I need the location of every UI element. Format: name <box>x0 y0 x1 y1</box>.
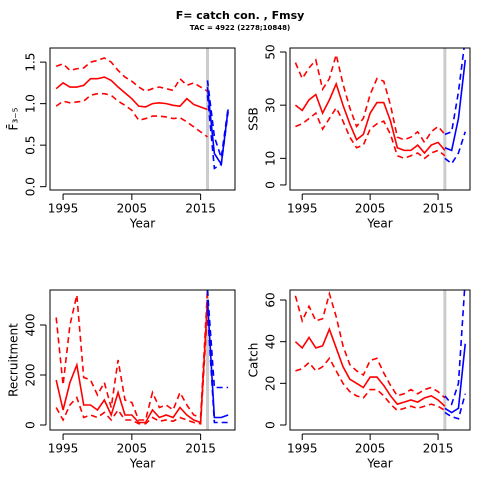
figure-subtitle: TAC = 4922 (2278;10848) <box>190 24 290 32</box>
series-line <box>295 106 446 160</box>
series-line <box>55 299 209 424</box>
series-line <box>444 343 467 414</box>
x-axis-label: Year <box>129 457 155 471</box>
y-tick-label: 30 <box>264 98 278 113</box>
y-axis-label: F̄₃₋₅ <box>6 107 20 130</box>
series-line <box>444 131 467 165</box>
series-line <box>55 57 208 93</box>
series-line <box>55 92 208 138</box>
plot-area <box>55 48 229 190</box>
y-tick-label: 1.0 <box>24 94 38 113</box>
x-tick-label: 2015 <box>185 202 216 216</box>
plot-frame <box>49 289 236 431</box>
series-line <box>294 54 446 144</box>
y-tick-label: 60 <box>264 292 278 307</box>
y-tick-label: 0.5 <box>24 136 38 155</box>
y-tick-label: 0 <box>264 181 278 189</box>
series-line <box>55 309 209 425</box>
plot-area <box>55 290 229 430</box>
series-line <box>294 290 446 399</box>
series-line <box>444 59 467 152</box>
plot-frame <box>289 47 471 191</box>
series-line <box>55 290 209 421</box>
series-line <box>444 290 466 406</box>
x-tick-label: 1995 <box>287 442 318 456</box>
y-tick-label: 400 <box>24 314 38 337</box>
y-tick-label: 50 <box>264 44 278 59</box>
series-line <box>206 290 229 389</box>
x-tick-label: 1995 <box>48 442 79 456</box>
x-tick-label: 2015 <box>185 442 216 456</box>
y-tick-label: 0 <box>24 421 38 429</box>
series-line <box>206 86 229 167</box>
plot-frame <box>49 47 236 191</box>
y-axis-label: SSB <box>247 107 261 130</box>
x-tick-label: 1995 <box>48 202 79 216</box>
y-axis-label: Catch <box>247 343 261 378</box>
x-tick-label: 2005 <box>117 202 148 216</box>
plot-area <box>294 290 467 430</box>
figure-title: F= catch con. , Fmsy <box>176 9 305 22</box>
y-tick-label: 1.5 <box>24 53 38 72</box>
series-line <box>294 326 446 407</box>
plot-frame <box>289 289 471 431</box>
series-line <box>295 356 446 412</box>
series-line <box>294 81 446 155</box>
y-tick-label: 10 <box>264 151 278 166</box>
x-tick-label: 2015 <box>423 202 454 216</box>
x-axis-label: Year <box>366 217 392 231</box>
series-line <box>444 393 467 420</box>
x-axis-label: Year <box>366 457 392 471</box>
x-tick-label: 2015 <box>423 442 454 456</box>
plot-area <box>294 48 467 190</box>
y-tick-label: 0.0 <box>24 177 38 196</box>
series-line <box>206 299 229 419</box>
y-tick-label: 0 <box>264 421 278 429</box>
x-tick-label: 2005 <box>355 442 386 456</box>
x-tick-label: 1995 <box>287 202 318 216</box>
series-line <box>206 309 229 424</box>
y-tick-label: 20 <box>264 376 278 391</box>
x-axis-label: Year <box>129 217 155 231</box>
series-line <box>55 76 208 111</box>
y-tick-label: 200 <box>24 364 38 387</box>
y-tick-label: 40 <box>264 334 278 349</box>
x-tick-label: 2005 <box>117 442 148 456</box>
x-tick-label: 2005 <box>355 202 386 216</box>
series-line <box>444 48 465 136</box>
y-axis-label: Recruitment <box>7 323 21 397</box>
